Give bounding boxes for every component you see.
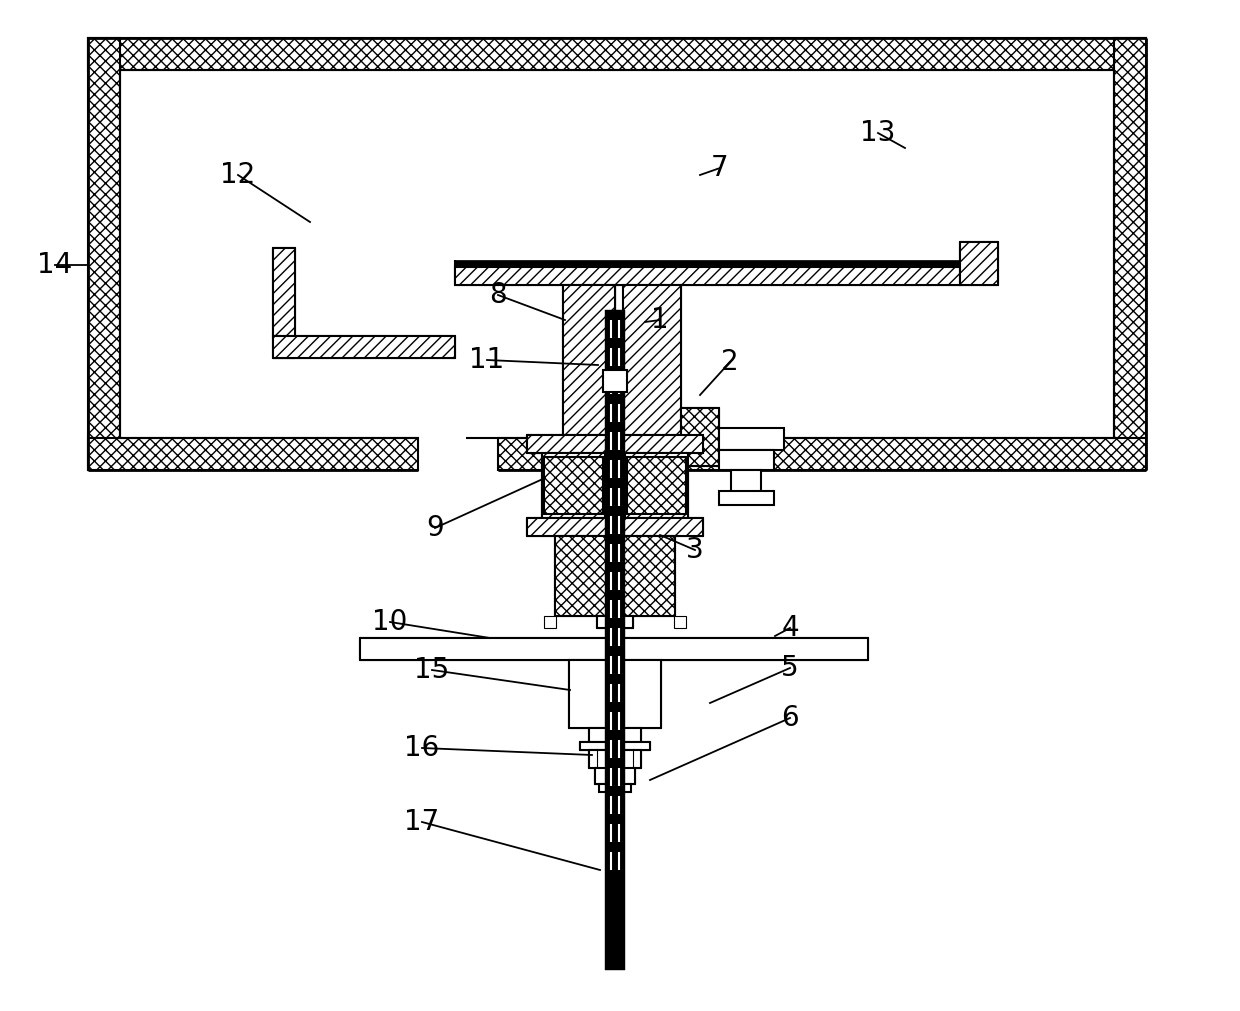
Bar xyxy=(595,768,635,784)
Text: 10: 10 xyxy=(372,608,408,636)
Bar xyxy=(120,70,1114,438)
Bar xyxy=(599,784,631,792)
Bar xyxy=(360,638,868,660)
Text: 13: 13 xyxy=(861,119,895,147)
Bar xyxy=(719,450,774,470)
Bar xyxy=(732,470,761,492)
Bar xyxy=(527,518,703,536)
Text: 16: 16 xyxy=(404,734,440,762)
Bar xyxy=(563,285,615,435)
Bar xyxy=(960,242,998,285)
Text: 12: 12 xyxy=(221,161,255,189)
Bar xyxy=(596,750,609,768)
Bar xyxy=(627,457,686,514)
Text: 11: 11 xyxy=(470,346,505,374)
Bar xyxy=(498,438,1146,470)
Text: 3: 3 xyxy=(686,536,704,564)
Bar xyxy=(88,438,418,470)
Text: 15: 15 xyxy=(414,656,450,684)
Bar xyxy=(544,616,556,628)
Bar xyxy=(589,750,641,768)
Text: 2: 2 xyxy=(722,348,739,376)
Bar xyxy=(88,38,1146,70)
Bar xyxy=(556,536,675,616)
Bar xyxy=(1114,38,1146,470)
Bar xyxy=(625,453,688,518)
Bar xyxy=(719,491,774,506)
Text: 7: 7 xyxy=(712,154,729,182)
Bar xyxy=(273,248,295,336)
Bar xyxy=(596,616,632,628)
Bar xyxy=(544,457,603,514)
Bar xyxy=(527,435,703,453)
Text: 9: 9 xyxy=(427,514,444,542)
Bar xyxy=(611,792,619,832)
Text: 1: 1 xyxy=(651,306,668,334)
Bar xyxy=(719,428,784,450)
Bar xyxy=(273,336,455,358)
Bar xyxy=(613,838,618,850)
Bar xyxy=(621,750,632,768)
Bar xyxy=(580,742,650,750)
Bar xyxy=(589,728,641,742)
Text: 17: 17 xyxy=(404,808,440,836)
Text: 5: 5 xyxy=(781,654,799,682)
Text: 6: 6 xyxy=(781,704,799,732)
Text: 14: 14 xyxy=(37,251,73,279)
Bar xyxy=(681,408,719,466)
Bar xyxy=(605,310,625,970)
Bar xyxy=(455,267,960,285)
Bar xyxy=(542,453,605,518)
Bar xyxy=(569,660,661,728)
Bar xyxy=(609,830,621,838)
Bar xyxy=(455,260,960,267)
Bar xyxy=(622,285,681,435)
Bar xyxy=(603,370,627,392)
Bar xyxy=(675,616,686,628)
Text: 4: 4 xyxy=(781,614,799,642)
Bar xyxy=(88,38,120,470)
Text: 8: 8 xyxy=(490,281,507,309)
